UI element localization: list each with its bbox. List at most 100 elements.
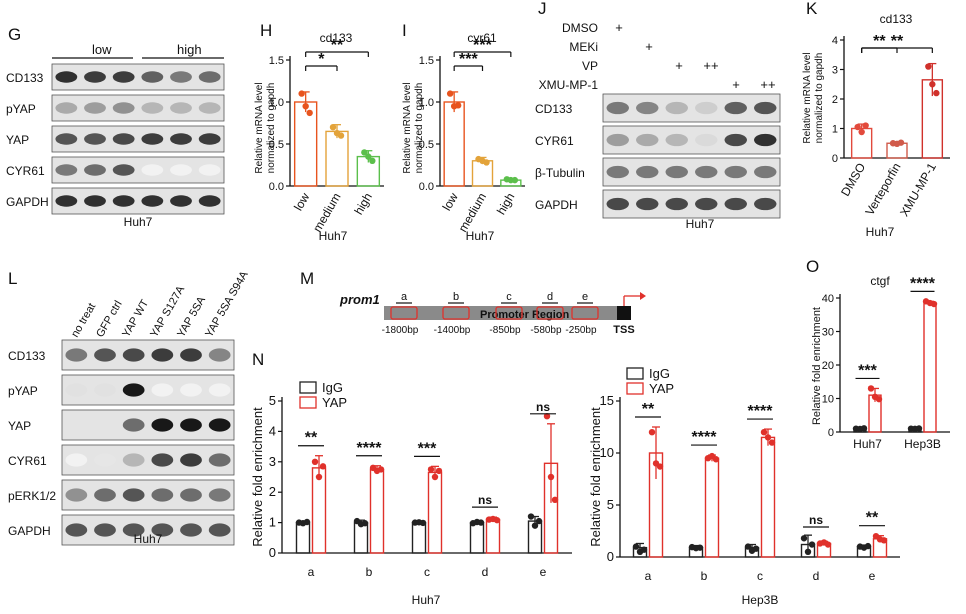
- legend-swatch-igg: [626, 367, 644, 380]
- y-tick-label: 0: [832, 153, 838, 165]
- blot-band: [180, 348, 202, 362]
- blot-band: [84, 164, 106, 176]
- bar: [295, 521, 311, 554]
- legend-swatch-igg: [299, 381, 317, 394]
- blot-row-label: YAP: [8, 419, 31, 433]
- x-category-label: c: [757, 569, 763, 583]
- x-axis-label: Huh7: [412, 593, 441, 607]
- blot-strip-G: [51, 156, 225, 184]
- data-point: [298, 90, 305, 97]
- y-tick-label: 30: [822, 327, 834, 339]
- blot-band: [151, 383, 174, 397]
- data-point: [302, 103, 309, 110]
- data-point: [760, 429, 768, 436]
- blot-band: [84, 195, 106, 207]
- site-letter: c: [506, 291, 512, 303]
- data-point: [535, 517, 543, 525]
- data-point: [897, 139, 905, 146]
- treatment-label: MEKi: [569, 40, 598, 54]
- x-axis-label: Huh7: [866, 225, 895, 239]
- blot-band: [208, 418, 231, 432]
- significance-label: **: [873, 33, 886, 50]
- blot-band: [724, 165, 747, 179]
- x-category-label: a: [645, 569, 652, 583]
- data-point: [365, 153, 372, 160]
- panel-letter-L: L: [8, 269, 17, 288]
- y-axis-label: Relative mRNA level: [254, 82, 265, 173]
- data-point: [867, 385, 875, 392]
- data-point: [915, 425, 923, 432]
- blot-band: [112, 164, 135, 176]
- blot-row-label: GAPDH: [535, 198, 578, 212]
- legend-label-igg: IgG: [322, 380, 343, 395]
- significance-label: ***: [418, 440, 437, 457]
- y-tick-label: 1.5: [419, 55, 434, 67]
- data-point: [446, 90, 454, 97]
- data-point: [543, 413, 551, 420]
- data-point: [929, 81, 936, 88]
- x-category-label: d: [482, 565, 489, 579]
- data-point: [864, 542, 872, 550]
- bar: [704, 457, 720, 558]
- significance-label: ***: [858, 362, 877, 379]
- blot-strip-L: [61, 444, 235, 476]
- blot-band: [65, 348, 88, 362]
- blot-band: [55, 195, 78, 207]
- blot-row-label: GAPDH: [8, 524, 51, 538]
- blot-band: [198, 102, 221, 114]
- data-point: [640, 546, 648, 553]
- y-tick-label: 1: [832, 124, 838, 136]
- y-tick-label: 4: [269, 423, 276, 438]
- y-axis-label: Relative mRNA level: [402, 82, 413, 173]
- significance-label: ns: [478, 493, 492, 507]
- y-tick-label: 5: [269, 393, 276, 408]
- y-tick-label: 40: [822, 293, 834, 305]
- blot-band: [94, 488, 116, 502]
- blot-band: [198, 133, 221, 145]
- data-point: [493, 516, 501, 524]
- blot-band: [170, 195, 192, 207]
- binding-site-box: [571, 306, 599, 320]
- significance-label: ****: [910, 275, 936, 292]
- significance-label: ****: [692, 429, 718, 446]
- blot-row-label: pYAP: [6, 102, 36, 116]
- blot-band: [141, 71, 164, 83]
- blot-band: [180, 383, 202, 397]
- blot-band: [170, 102, 192, 114]
- treatment-mark: +: [732, 77, 740, 92]
- x-category-label: d: [813, 569, 820, 583]
- blot-band: [84, 133, 106, 145]
- x-category-label: b: [366, 565, 373, 579]
- data-point: [531, 522, 539, 529]
- x-category-label: e: [869, 569, 876, 583]
- blot-row-label: CYR61: [6, 164, 45, 178]
- significance-label: **: [305, 430, 318, 447]
- y-tick-label: 5: [607, 497, 614, 512]
- x-axis-label: Huh7: [466, 229, 495, 243]
- lane-label: YAP 5SA S94A: [203, 269, 251, 340]
- data-point: [527, 513, 535, 520]
- data-point: [369, 157, 376, 164]
- blot-band: [65, 488, 88, 502]
- data-point: [824, 541, 832, 548]
- bar: [325, 130, 349, 187]
- blot-band: [180, 488, 202, 502]
- significance-label: **: [891, 33, 904, 50]
- data-point: [303, 518, 311, 526]
- blot-row-label: CYR61: [535, 134, 574, 148]
- y-tick-label: 10: [822, 394, 834, 406]
- blot-band: [65, 383, 88, 397]
- blot-strip-J: [602, 125, 781, 155]
- data-point: [858, 128, 865, 136]
- chart-title: cd133: [880, 12, 913, 26]
- blot-strip-J: [602, 93, 781, 123]
- blot-band: [754, 165, 777, 179]
- site-letter: a: [401, 291, 408, 303]
- blot-strip-L: [61, 374, 235, 406]
- blot-band: [151, 488, 174, 502]
- blot-band: [94, 523, 116, 537]
- x-category-label: a: [308, 565, 315, 579]
- blot-band: [636, 197, 659, 211]
- y-tick-label: 0.5: [419, 139, 434, 151]
